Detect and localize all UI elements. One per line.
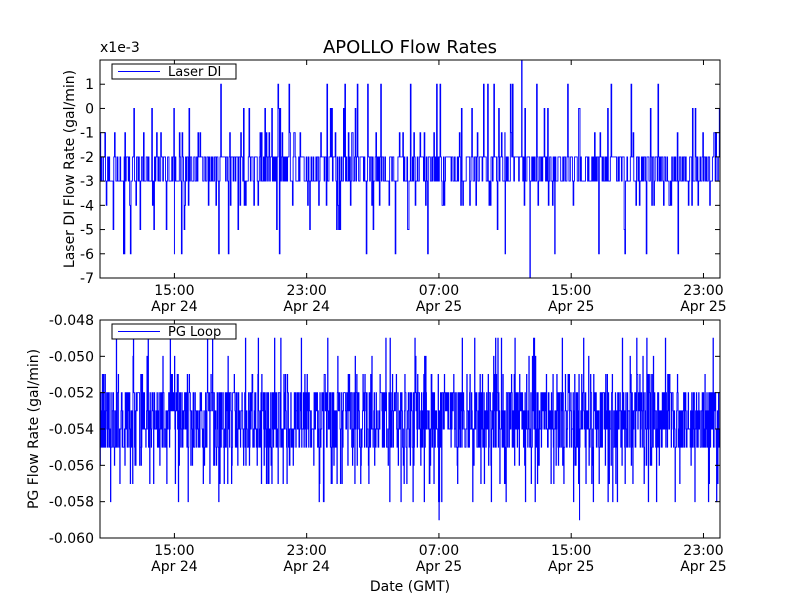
x-tick-date-label: Apr 25: [416, 299, 462, 315]
x-tick-time-label: 07:00: [419, 543, 459, 559]
y-tick-label: -5: [80, 223, 94, 239]
y-tick-label: -6: [80, 247, 94, 263]
y-tick-label: -0.058: [49, 495, 94, 511]
x-tick-time-label: 15:00: [154, 543, 194, 559]
x-tick-date-label: Apr 25: [548, 299, 594, 315]
y-tick-label: -3: [80, 174, 94, 190]
x-tick-time-label: 23:00: [286, 283, 326, 299]
x-tick-date-label: Apr 25: [680, 559, 726, 575]
x-tick-time-label: 15:00: [551, 283, 591, 299]
y-tick-label: 1: [85, 77, 94, 93]
y-tick-label: -0.056: [49, 458, 94, 474]
x-tick-date-label: Apr 25: [416, 559, 462, 575]
y-tick-label: -7: [80, 271, 94, 287]
x-tick-date-label: Apr 24: [283, 559, 330, 575]
x-tick-time-label: 15:00: [154, 283, 194, 299]
legend: Laser DI: [111, 63, 237, 80]
y-tick-label: 0: [85, 101, 94, 117]
y-tick-label: -0.060: [49, 531, 94, 547]
legend-box: [111, 63, 237, 80]
x-tick-time-label: 07:00: [419, 283, 459, 299]
y-axis-label: PG Flow Rate (gal/min): [26, 349, 42, 509]
y-tick-label: -1: [80, 126, 94, 142]
y-tick-label: -0.052: [49, 386, 94, 402]
x-tick-time-label: 23:00: [683, 543, 723, 559]
series-line-pg-loop: [100, 337, 720, 521]
series-line-laser-di: [100, 60, 720, 278]
x-tick-date-label: Apr 25: [548, 559, 594, 575]
y-tick-label: -0.050: [49, 349, 94, 365]
legend: PG Loop: [111, 323, 237, 340]
legend-label: PG Loop: [168, 325, 221, 340]
y-tick-label: -0.054: [49, 422, 94, 438]
x-tick-time-label: 23:00: [286, 543, 326, 559]
y-tick-label: -0.048: [49, 313, 94, 329]
y-offset-label: x1e-3: [100, 40, 140, 56]
x-tick-time-label: 23:00: [683, 283, 723, 299]
x-tick-date-label: Apr 24: [283, 299, 330, 315]
x-tick-date-label: Apr 24: [151, 559, 198, 575]
legend-box: [111, 323, 237, 340]
y-axis-label: Laser DI Flow Rate (gal/min): [62, 70, 78, 268]
plot-frame: [99, 59, 721, 279]
y-tick-label: -4: [80, 198, 94, 214]
bottom-panel: -0.048 -0.050 -0.052 -0.054 -0.056 -0.058 -0.0…: [26, 313, 727, 575]
x-axis-label: Date (GMT): [370, 579, 450, 595]
legend-label: Laser DI: [168, 65, 221, 80]
x-tick-date-label: Apr 25: [680, 299, 726, 315]
x-tick-time-label: 15:00: [551, 543, 591, 559]
x-tick-date-label: Apr 24: [151, 299, 198, 315]
chart-title: APOLLO Flow Rates: [323, 37, 497, 58]
y-tick-label: -2: [80, 150, 94, 166]
